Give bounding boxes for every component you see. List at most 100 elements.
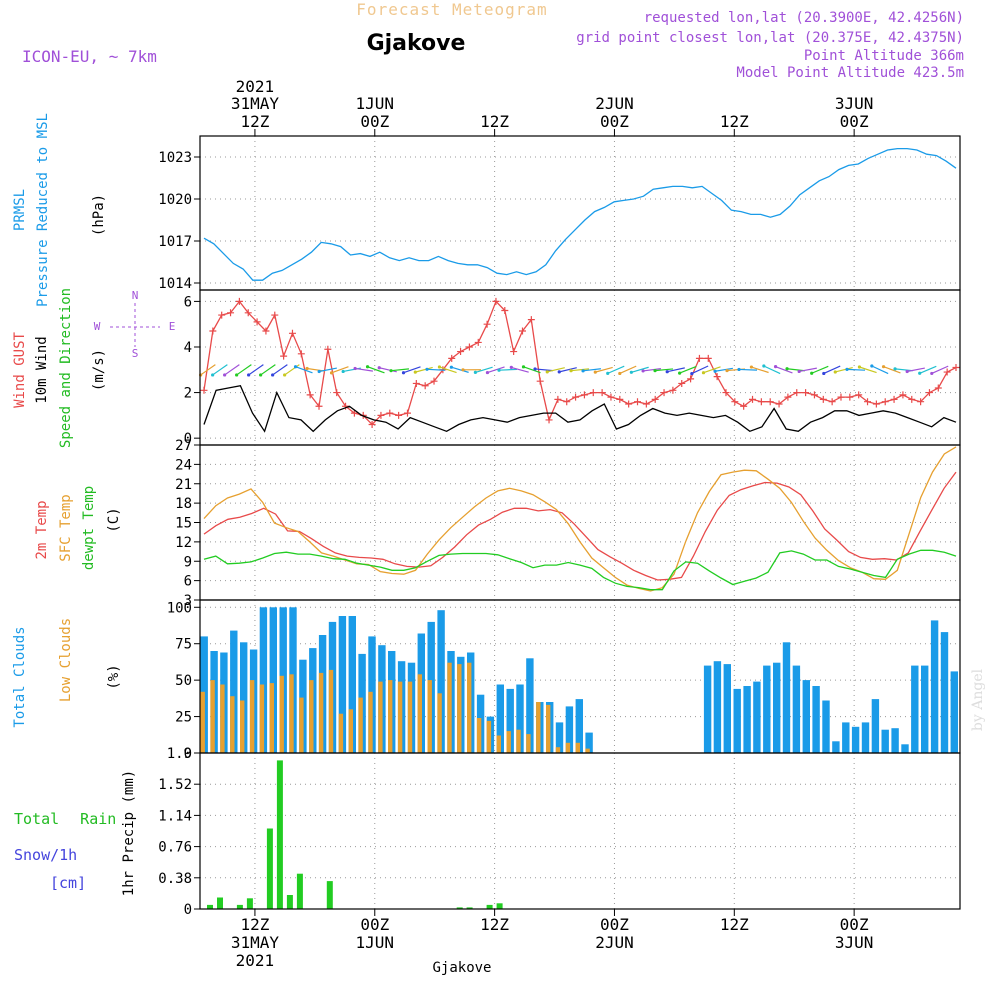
wind-arrow-54: [846, 368, 866, 371]
temp-dewpt-label: dewpt Temp: [81, 486, 97, 570]
compass-west: W: [94, 320, 101, 333]
wind-arrow-56: [871, 365, 889, 375]
bar-clouds-1-11: [309, 680, 314, 753]
wind-arrow-head-28: [533, 367, 537, 371]
bar-clouds-1-32: [516, 729, 521, 753]
wind-arrow-head-29: [545, 370, 549, 374]
wind-arrow-4: [248, 364, 264, 376]
wind-arrow-head-20: [437, 365, 442, 369]
bar-clouds-0-3: [230, 630, 238, 753]
wind-arrow-head-23: [473, 370, 477, 374]
top-axis-label-1-1: 1JUN: [356, 94, 395, 113]
ytick-label-0-0: 1014: [158, 276, 192, 292]
wind-arrow-57: [883, 366, 901, 374]
gust-marker-10: [288, 329, 296, 337]
bar-clouds-0-57: [763, 665, 771, 753]
gust-marker-30: [465, 343, 473, 351]
gust-marker-50: [642, 400, 650, 408]
gust-marker-79: [899, 391, 907, 399]
bar-clouds-0-75: [940, 632, 949, 753]
bar-clouds-0-7: [269, 607, 277, 753]
precip-panel-labels: Total Rain Snow/1h [cm] 1hr Precip (mm): [14, 770, 137, 896]
series-temperature-2: [203, 549, 957, 591]
low-clouds-label: Low Clouds: [58, 618, 74, 702]
bar-precip-0-6: [266, 828, 273, 909]
wind-gust-label: Wind GUST: [12, 332, 28, 408]
bar-precip-0-1: [217, 897, 223, 909]
wind-arrow-head-22: [461, 368, 465, 372]
bar-clouds-0-65: [842, 722, 850, 753]
bar-clouds-1-1: [210, 680, 215, 753]
bar-clouds-0-58: [773, 662, 781, 753]
wind-arrow-head-15: [377, 366, 381, 370]
wind-arrow-head-26: [509, 365, 513, 370]
wind-10m-label: 10m Wind: [34, 336, 50, 403]
bar-clouds-0-67: [861, 722, 870, 753]
bar-clouds-1-5: [249, 680, 255, 753]
bar-clouds-1-39: [585, 748, 590, 753]
bottom-axis-label-4-0: 12Z: [720, 915, 749, 934]
wind-arrow-14: [367, 366, 385, 374]
bar-clouds-1-23: [427, 680, 432, 753]
wind-unit-label: (m/s): [91, 349, 107, 391]
ytick-label-3-1: 25: [175, 710, 192, 726]
gust-marker-53: [669, 386, 677, 394]
gust-marker-77: [881, 398, 889, 406]
bar-clouds-1-33: [526, 734, 531, 753]
bar-clouds-1-26: [457, 664, 462, 753]
gust-marker-52: [660, 389, 668, 397]
bar-clouds-0-66: [851, 726, 860, 753]
wind-arrow-head-46: [749, 365, 754, 369]
wind-arrow-head-59: [905, 369, 909, 374]
wind-arrow-head-6: [271, 373, 275, 377]
ytick-label-2-6: 21: [175, 477, 192, 493]
bar-clouds-0-74: [930, 620, 939, 753]
bar-clouds-1-21: [407, 681, 413, 753]
gust-marker-60: [731, 398, 739, 406]
gust-marker-14: [324, 345, 332, 353]
bar-clouds-1-29: [486, 720, 492, 753]
wind-arrow-head-34: [606, 371, 610, 375]
gust-marker-23: [403, 409, 411, 417]
gust-marker-84: [943, 368, 951, 376]
wind-arrow-6: [272, 364, 288, 376]
wind-arrow-3: [236, 364, 252, 376]
model-label: ICON-EU, ~ 7km: [22, 47, 157, 66]
wind-arrow-head-43: [713, 369, 717, 373]
gust-marker-5: [244, 309, 252, 317]
bar-clouds-1-35: [546, 704, 551, 753]
bar-clouds-0-71: [901, 744, 909, 753]
gust-marker-71: [828, 398, 836, 406]
gust-marker-8: [271, 311, 279, 319]
snow-unit-label: [cm]: [50, 874, 86, 892]
wind-arrow-head-61: [930, 371, 934, 376]
bar-clouds-0-76: [950, 671, 958, 753]
wind-arrow-head-41: [690, 371, 694, 376]
wind-arrow-55: [859, 366, 877, 374]
ytick-label-4-3: 1.14: [158, 808, 192, 824]
wind-arrow-40: [679, 365, 697, 374]
wind-arrow-20: [439, 366, 457, 374]
top-axis-label-0-2: 12Z: [240, 112, 269, 131]
wind-arrow-head-14: [365, 365, 370, 369]
gust-marker-54: [678, 379, 686, 387]
bar-clouds-1-14: [338, 713, 344, 753]
gust-marker-49: [634, 398, 642, 406]
bar-clouds-1-16: [358, 697, 363, 753]
temp-unit-label: (C): [106, 507, 122, 532]
bottom-axis-label-0-1: 31MAY: [231, 933, 280, 952]
wind-arrow-51: [811, 365, 829, 374]
gust-marker-59: [722, 389, 730, 397]
ytick-label-0-3: 1023: [158, 150, 192, 166]
ytick-label-2-7: 24: [175, 457, 192, 473]
bar-clouds-1-12: [318, 672, 324, 753]
footer-location: Gjakove: [432, 960, 491, 976]
wind-arrow-head-50: [797, 369, 801, 374]
bar-clouds-1-9: [289, 674, 294, 753]
location-title: Gjakove: [367, 31, 466, 56]
gust-marker-6: [253, 318, 261, 326]
gust-marker-13: [315, 402, 323, 410]
ytick-label-1-2: 4: [184, 340, 192, 356]
